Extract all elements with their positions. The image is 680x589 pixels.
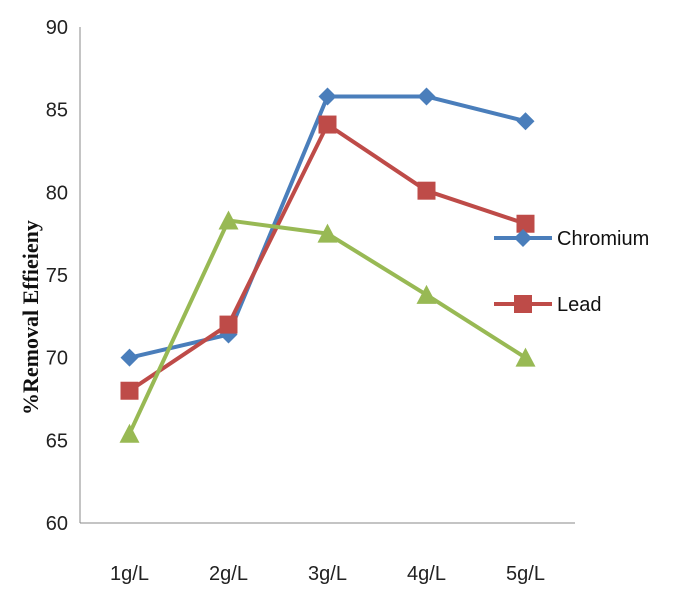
y-tick-label: 80 [46, 182, 68, 204]
y-tick-label: 60 [46, 513, 68, 535]
x-tick-label: 3g/L [308, 563, 347, 585]
series-line-lead [128, 122, 527, 393]
y-tick-label: 85 [46, 100, 68, 122]
data-point [318, 87, 337, 106]
data-point [417, 87, 436, 106]
y-axis-label: %Removal Effieieny [18, 220, 43, 415]
data-point [120, 348, 139, 367]
data-point [317, 223, 338, 243]
data-point [416, 284, 437, 304]
data-point [516, 112, 535, 131]
data-point [120, 381, 139, 400]
legend-label: Chromium [557, 228, 649, 250]
data-point [515, 347, 536, 367]
legend-marker [514, 295, 532, 313]
data-point [516, 214, 535, 233]
data-point [318, 115, 337, 134]
data-point [218, 210, 239, 230]
y-tick-label: 70 [46, 348, 68, 370]
x-tick-label: 1g/L [110, 563, 149, 585]
y-tick-label: 75 [46, 265, 68, 287]
legend-label: Lead [557, 294, 602, 316]
x-tick-label: 5g/L [506, 563, 545, 585]
data-point [219, 315, 238, 334]
data-point [417, 181, 436, 200]
x-tick-label: 4g/L [407, 563, 446, 585]
data-point [119, 423, 140, 443]
y-tick-label: 90 [46, 17, 68, 39]
y-tick-label: 65 [46, 430, 68, 452]
series-line-series-3 [127, 218, 527, 435]
x-tick-label: 2g/L [209, 563, 248, 585]
legend-marker [514, 229, 532, 247]
